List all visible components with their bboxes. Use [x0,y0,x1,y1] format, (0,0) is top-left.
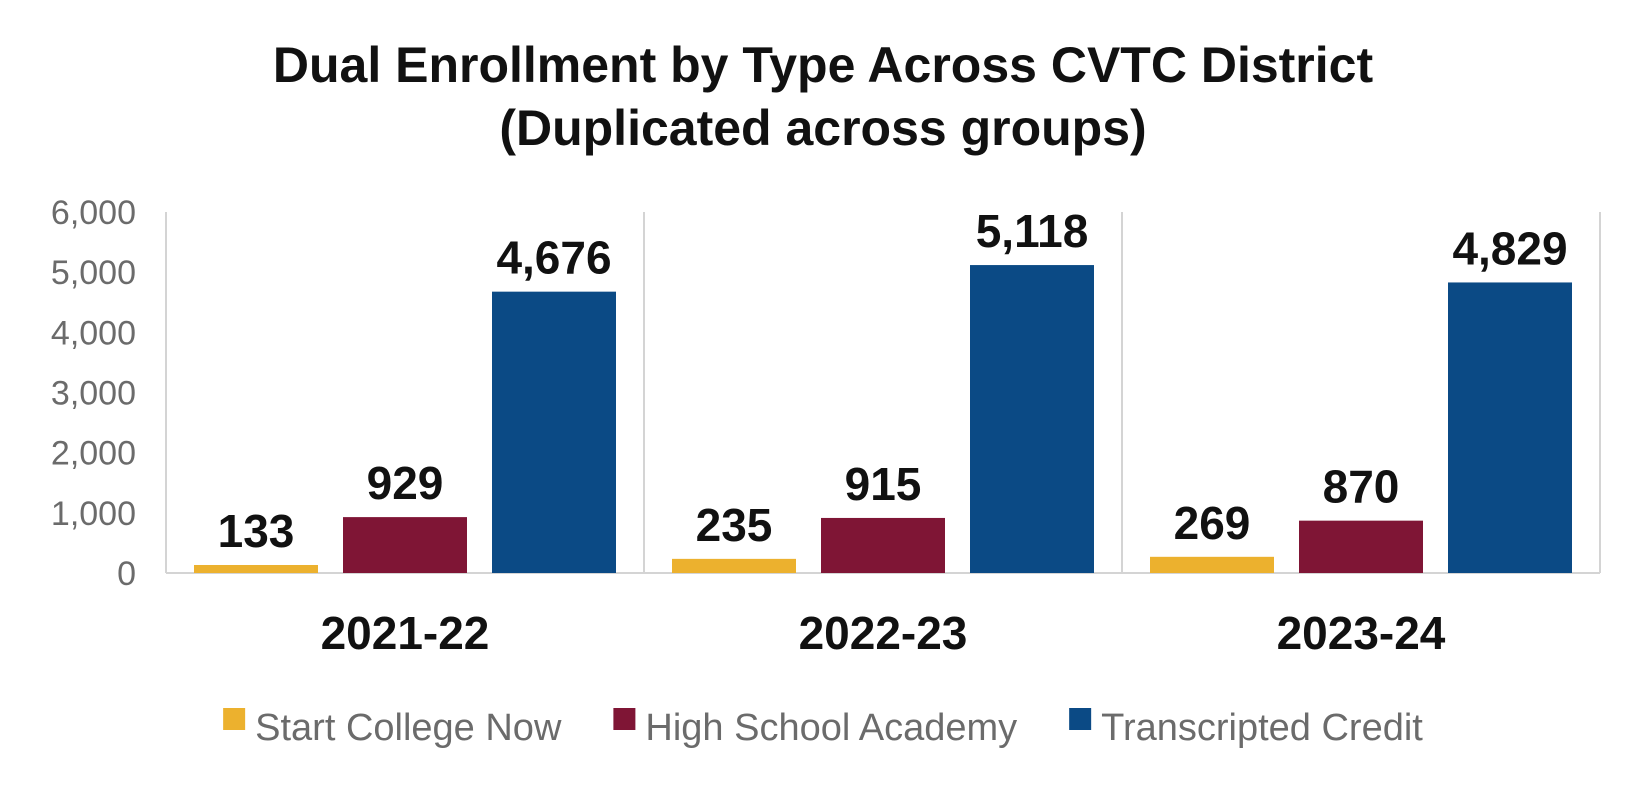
legend-item: High School Academy [613,707,1017,749]
x-tick-label: 2021-22 [321,607,490,659]
y-tick-label: 4,000 [51,314,136,352]
legend-item: Transcripted Credit [1069,707,1423,749]
legend-label: High School Academy [645,707,1017,749]
data-label: 4,676 [496,232,611,284]
bar [492,291,616,573]
legend-swatch [223,708,246,730]
data-label: 870 [1323,461,1400,513]
y-tick-label: 2,000 [51,435,136,473]
bar [672,558,796,573]
plot-area: 0 1,000 2,000 3,000 4,000 5,000 6,000 133 929 4,6… [51,194,1601,659]
data-label: 235 [696,499,773,551]
y-tick-label: 0 [117,555,136,593]
legend-label: Transcripted Credit [1101,707,1423,749]
bar [821,517,945,573]
bar [1150,556,1274,573]
bar [970,265,1094,573]
chart-title-line-1: Dual Enrollment by Type Across CVTC Dist… [273,37,1374,93]
y-tick-label: 6,000 [51,194,136,232]
bar [194,564,318,573]
data-label: 269 [1174,497,1251,549]
chart-title-line-2: (Duplicated across groups) [499,100,1146,156]
legend: Start College Now High School Academy Tran… [223,707,1423,749]
y-tick-label: 5,000 [51,254,136,292]
x-tick-label: 2022-23 [799,607,968,659]
bar [343,517,467,573]
legend-swatch [613,708,636,730]
legend-label: Start College Now [255,707,562,749]
data-label: 5,118 [976,205,1089,257]
x-tick-label: 2023-24 [1277,607,1446,659]
data-label: 915 [845,458,922,510]
data-label: 133 [218,505,295,557]
data-label: 929 [367,457,444,509]
y-tick-label: 1,000 [51,495,136,533]
y-tick-label: 3,000 [51,375,136,413]
bar [1299,520,1423,573]
bar [1448,282,1572,573]
data-label: 4,829 [1452,222,1567,274]
legend-item: Start College Now [223,707,562,749]
legend-swatch [1069,708,1092,730]
